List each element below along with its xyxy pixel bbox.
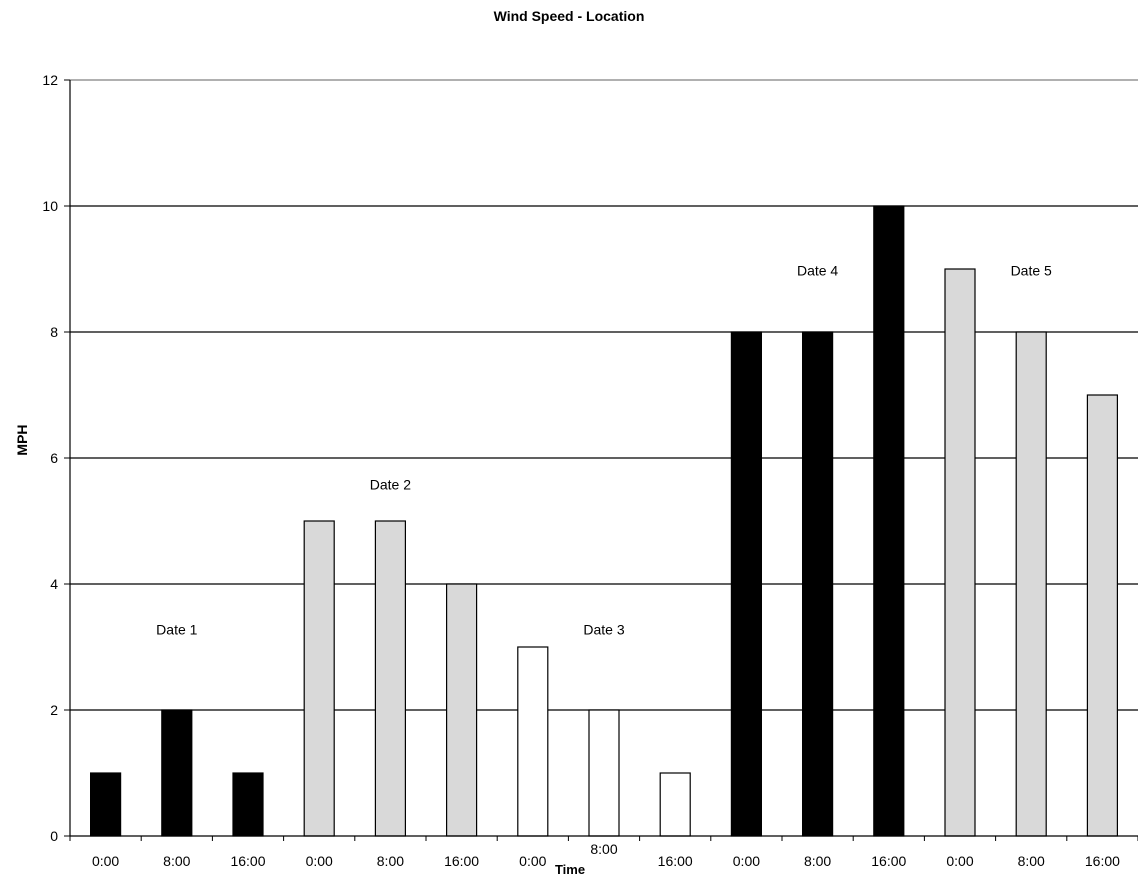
- y-tick-label: 4: [50, 576, 58, 592]
- x-tick-label: 8:00: [804, 853, 831, 869]
- x-tick-label: 0:00: [519, 853, 546, 869]
- date-annotation: Date 5: [1011, 262, 1052, 278]
- x-tick-label: 8:00: [590, 841, 617, 857]
- bar: [374, 520, 406, 837]
- axes: [64, 79, 1138, 841]
- bar: [446, 583, 478, 837]
- date-annotation: Date 3: [583, 621, 624, 637]
- gridlines: [70, 79, 1138, 711]
- bar: [659, 772, 691, 837]
- bar: [730, 331, 763, 837]
- x-tick-label: 0:00: [733, 853, 760, 869]
- bar: [89, 772, 122, 837]
- chart-title: Wind Speed - Location: [493, 8, 645, 24]
- bar: [517, 646, 549, 837]
- x-tick-label: 16:00: [871, 853, 906, 869]
- x-tick-label: 0:00: [92, 853, 119, 869]
- y-tick-label: 2: [50, 702, 58, 718]
- bar: [1015, 331, 1047, 837]
- bars: [89, 205, 1119, 837]
- bar: [801, 331, 834, 837]
- x-tick-label: 16:00: [444, 853, 479, 869]
- bar: [944, 268, 976, 837]
- labels: 0 2 4 6 8 10 12 0:00 8:00 16:00 0:00 8:00 16:00 0:00 8…: [42, 72, 1120, 869]
- bar: [161, 709, 193, 837]
- x-tick-label: 8:00: [377, 853, 404, 869]
- bar: [1086, 394, 1119, 837]
- x-tick-label: 8:00: [163, 853, 190, 869]
- y-tick-label: 0: [50, 828, 58, 844]
- bar: [873, 205, 905, 837]
- y-tick-label: 6: [50, 450, 58, 466]
- bar: [303, 520, 335, 837]
- x-tick-label: 16:00: [230, 853, 265, 869]
- date-annotation: Date 1: [156, 621, 197, 637]
- bar: [588, 709, 620, 837]
- y-tick-label: 10: [42, 198, 58, 214]
- y-tick-label: 12: [42, 72, 58, 88]
- x-tick-label: 16:00: [658, 853, 693, 869]
- date-annotation: Date 4: [797, 262, 838, 278]
- date-annotation: Date 2: [370, 477, 411, 493]
- x-axis-label: Time: [554, 862, 586, 877]
- x-tick-label: 16:00: [1085, 853, 1120, 869]
- bar: [232, 772, 264, 837]
- y-tick-label: 8: [50, 324, 58, 340]
- x-tick-label: 0:00: [946, 853, 973, 869]
- x-tick-label: 8:00: [1018, 853, 1045, 869]
- x-tick-label: 0:00: [306, 853, 333, 869]
